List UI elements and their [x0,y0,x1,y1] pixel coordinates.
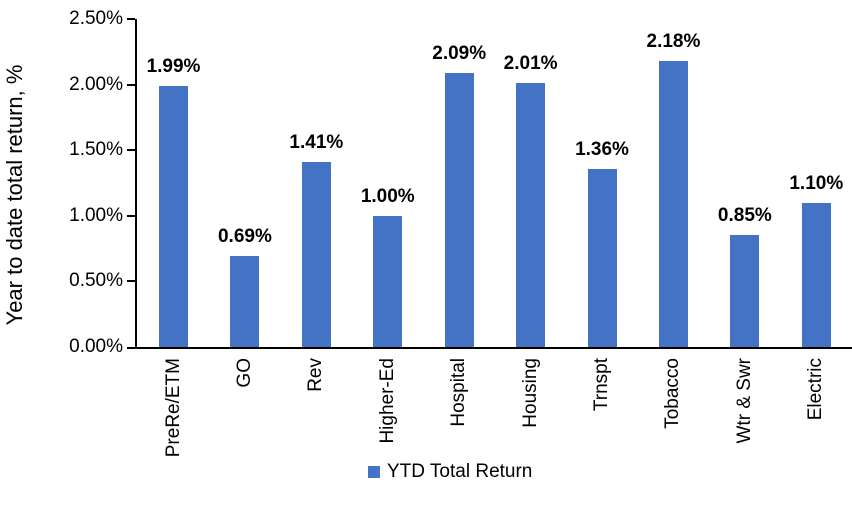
x-category-label: Tobacco [662,358,684,429]
bar-value-label: 0.85% [717,205,772,227]
legend-swatch-icon [368,466,380,478]
bar-value-label: 0.69% [217,226,272,248]
bar-value-label: 1.41% [289,132,344,153]
x-axis-line [127,347,852,349]
bar [373,215,403,347]
bar-value-label: 2.09% [432,42,487,64]
bar [444,72,474,347]
y-tick-label: 0.00% [69,336,123,357]
x-category-label: Housing [519,358,541,428]
bar-value-label: 2.18% [646,30,701,52]
x-category-label: Higher-Ed [376,358,398,444]
legend: YTD Total Return [368,461,532,483]
bar-value-label: 1.00% [360,185,415,207]
bar-value-label: 1.36% [575,138,629,160]
bar [658,60,688,347]
x-category-label: Hospital [448,358,470,427]
bar [516,83,546,347]
x-category-label: Wtr & Swr [733,358,755,444]
y-axis-line [135,19,137,349]
y-axis-tick [127,149,135,152]
legend-label: YTD Total Return [387,461,533,482]
x-category-label: Rev [305,358,327,392]
bar [159,85,188,347]
bar [230,256,260,347]
bar-value-label: 1.10% [789,172,844,194]
y-tick-label: 2.50% [69,8,123,29]
bar [301,162,331,347]
bar [587,168,617,347]
y-axis-tick [127,18,135,20]
bar-value-label: 1.99% [146,55,201,77]
y-tick-label: 0.50% [69,270,123,292]
bar-value-label: 2.01% [503,53,558,75]
bar [801,202,831,347]
y-axis-tick [127,214,135,217]
y-tick-label: 2.00% [69,73,123,95]
x-category-label: Trnspt [591,358,613,412]
y-tick-label: 1.00% [69,204,123,226]
bar [730,235,760,347]
x-category-label: PreRe/ETM [162,358,184,458]
x-category-label: GO [233,358,255,388]
x-category-label: Electric [805,358,827,421]
y-axis-tick [127,83,135,86]
y-tick-label: 1.50% [69,139,123,161]
y-axis-tick [127,280,135,283]
